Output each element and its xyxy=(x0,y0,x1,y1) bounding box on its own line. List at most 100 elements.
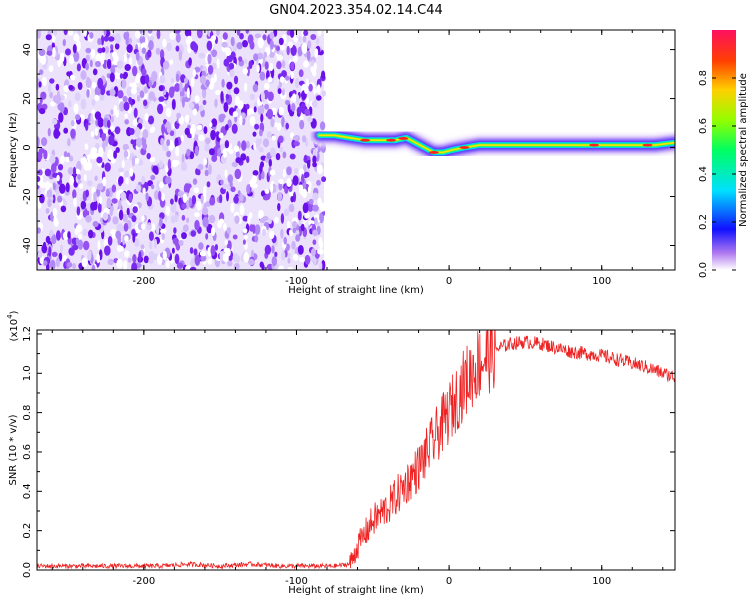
noise-speckle xyxy=(169,32,176,40)
noise-speckle xyxy=(72,189,77,200)
noise-speckle xyxy=(234,215,240,224)
noise-speckle xyxy=(202,99,207,106)
noise-speckle xyxy=(41,76,47,87)
noise-speckle xyxy=(269,230,275,240)
noise-speckle xyxy=(277,88,282,95)
noise-speckle xyxy=(55,230,61,241)
noise-speckle xyxy=(117,90,124,99)
noise-speckle xyxy=(45,235,51,244)
noise-speckle xyxy=(112,216,119,225)
noise-speckle xyxy=(37,30,41,39)
noise-speckle xyxy=(124,113,128,119)
noise-speckle xyxy=(181,153,185,164)
noise-speckle xyxy=(171,78,175,83)
noise-speckle xyxy=(295,77,300,89)
noise-speckle xyxy=(152,96,157,102)
noise-speckle xyxy=(136,94,141,102)
noise-speckle xyxy=(207,258,213,265)
noise-speckle xyxy=(181,96,185,108)
noise-speckle xyxy=(230,36,235,47)
noise-speckle xyxy=(94,127,99,136)
noise-speckle xyxy=(189,151,195,160)
noise-speckle xyxy=(286,178,292,187)
noise-speckle xyxy=(147,115,155,125)
noise-speckle xyxy=(170,202,177,214)
noise-speckle xyxy=(49,91,54,99)
noise-speckle xyxy=(50,101,56,107)
noise-speckle xyxy=(242,228,248,234)
noise-speckle xyxy=(65,48,71,56)
noise-speckle xyxy=(290,30,295,38)
noise-speckle xyxy=(59,102,65,113)
noise-speckle xyxy=(301,42,308,54)
noise-speckle xyxy=(39,69,44,75)
noise-speckle xyxy=(80,98,87,110)
noise-speckle xyxy=(46,50,53,56)
noise-speckle xyxy=(271,135,277,141)
noise-speckle xyxy=(192,178,198,185)
noise-speckle xyxy=(268,158,272,168)
noise-speckle xyxy=(219,218,225,224)
noise-speckle xyxy=(304,212,310,219)
noise-speckle xyxy=(288,203,295,213)
noise-speckle xyxy=(297,210,302,221)
noise-speckle xyxy=(85,78,92,88)
noise-speckle xyxy=(257,105,265,115)
noise-speckle xyxy=(62,39,66,47)
noise-speckle xyxy=(91,98,96,106)
noise-speckle xyxy=(239,193,244,202)
noise-speckle xyxy=(94,94,100,102)
noise-speckle xyxy=(148,231,154,241)
noise-speckle xyxy=(298,184,303,191)
ridge-peak xyxy=(398,137,409,140)
noise-speckle xyxy=(208,148,215,156)
noise-speckle xyxy=(196,200,202,211)
noise-speckle xyxy=(166,124,172,134)
y-tick-label: -20 xyxy=(22,188,33,204)
noise-speckle xyxy=(296,106,302,115)
noise-speckle xyxy=(150,174,156,181)
noise-speckle xyxy=(192,69,196,78)
spectrogram-x-axis-label: Height of straight line (km) xyxy=(288,285,424,296)
noise-speckle xyxy=(276,60,282,70)
noise-speckle xyxy=(267,91,274,102)
noise-speckle xyxy=(223,102,229,113)
noise-speckle xyxy=(89,32,94,39)
snr-y-multiplier: (x104) xyxy=(6,310,20,341)
noise-speckle xyxy=(107,129,112,135)
noise-speckle xyxy=(227,260,233,267)
colorbar-tick-label: 0.4 xyxy=(698,166,709,182)
spectrogram-x-ticks: -200 -100 0 100 xyxy=(51,30,664,287)
noise-speckle xyxy=(224,169,228,179)
noise-speckle xyxy=(232,111,238,118)
noise-speckle xyxy=(128,193,133,203)
noise-speckle xyxy=(124,235,129,242)
noise-speckle xyxy=(232,234,238,240)
noise-speckle xyxy=(136,72,140,82)
noise-speckle xyxy=(252,224,256,235)
noise-speckle xyxy=(52,47,56,58)
noise-speckle xyxy=(312,229,318,237)
noise-speckle xyxy=(123,52,128,63)
noise-speckle xyxy=(281,250,286,261)
noise-speckle xyxy=(317,30,322,36)
noise-speckle xyxy=(52,172,59,178)
noise-speckle xyxy=(307,159,311,169)
x-tick-label: -200 xyxy=(132,576,155,587)
noise-speckle xyxy=(268,218,272,225)
noise-speckle xyxy=(89,59,93,68)
noise-speckle xyxy=(287,266,294,270)
noise-speckle xyxy=(166,42,172,52)
noise-speckle xyxy=(196,124,203,131)
noise-speckle xyxy=(172,128,177,139)
noise-speckle xyxy=(204,137,211,145)
noise-speckle xyxy=(291,240,296,250)
noise-speckle xyxy=(294,168,299,174)
noise-speckle xyxy=(278,135,284,144)
noise-speckle xyxy=(281,60,286,69)
noise-speckle xyxy=(83,240,90,251)
noise-speckle xyxy=(101,132,106,142)
y-tick-label: 1.2 xyxy=(22,326,33,342)
noise-speckle xyxy=(104,46,110,54)
noise-speckle xyxy=(122,213,128,223)
